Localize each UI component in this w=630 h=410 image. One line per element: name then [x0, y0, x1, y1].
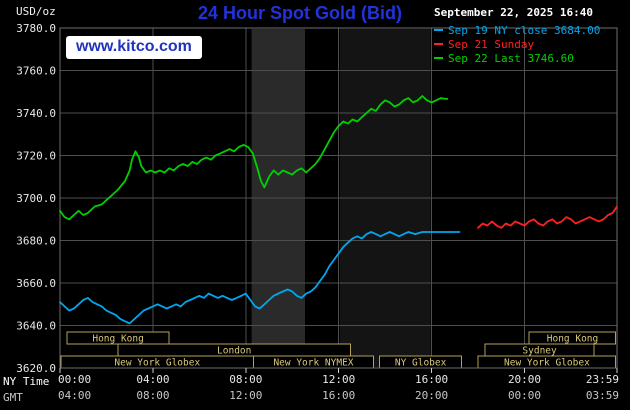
y-tick-label: 3720.0 — [16, 150, 56, 163]
series-line-sep22 — [59, 95, 449, 221]
x-tick-label-ny: 00:00 — [58, 373, 91, 386]
session-label: New York Globex — [504, 358, 590, 369]
y-tick-label: 3760.0 — [16, 65, 56, 78]
chart-title: 24 Hour Spot Gold (Bid) — [198, 3, 402, 23]
x-tick-label-gmt: 12:00 — [229, 389, 262, 402]
x-tick-label-ny: 16:00 — [415, 373, 448, 386]
x-tick-label-gmt: 16:00 — [322, 389, 355, 402]
x-tick-label-gmt: 20:00 — [415, 389, 448, 402]
gmt-axis-label: GMT — [3, 391, 23, 404]
legend-label: Sep 21 Sunday — [448, 37, 535, 51]
x-tick-label-ny: 20:00 — [508, 373, 541, 386]
legend-label: Sep 19 NY close 3684.00 — [448, 23, 601, 37]
session-label: London — [217, 346, 251, 357]
x-tick-label-gmt: 04:00 — [58, 389, 91, 402]
x-tick-label-ny: 04:00 — [136, 373, 169, 386]
session-label: Hong Kong — [547, 334, 598, 345]
y-tick-label: 3640.0 — [16, 320, 56, 333]
y-tick-label: 3620.0 — [16, 362, 56, 375]
session-label: New York NYMEX — [273, 358, 353, 369]
legend: Sep 19 NY close 3684.00 Sep 21 Sunday Sep … — [434, 23, 600, 65]
y-tick-label: 3740.0 — [16, 107, 56, 120]
legend-dash — [434, 29, 443, 31]
series-line-sep19 — [59, 231, 461, 325]
kitco-watermark-link[interactable]: www.kitco.com — [66, 36, 202, 59]
x-tick-label-gmt: 00:00 — [508, 389, 541, 402]
legend-dash — [434, 43, 443, 45]
x-tick-label-ny: 12:00 — [322, 373, 355, 386]
series-line-sep21 — [477, 205, 618, 229]
session-label: New York Globex — [114, 358, 200, 369]
legend-item: Sep 19 NY close 3684.00 — [434, 23, 600, 37]
session-label: Hong Kong — [92, 334, 143, 345]
session-label: NY Globex — [395, 358, 447, 369]
x-tick-label-gmt: 03:59 — [586, 389, 619, 402]
session-label: Sydney — [522, 346, 557, 357]
y-tick-label: 3680.0 — [16, 235, 56, 248]
datetime-label: September 22, 2025 16:40 — [434, 6, 593, 19]
session-box — [528, 331, 617, 345]
x-tick-label-gmt: 08:00 — [136, 389, 169, 402]
x-tick-label-ny: 08:00 — [229, 373, 262, 386]
x-tick-label-ny: 23:59 — [586, 373, 619, 386]
legend-label: Sep 22 Last 3746.60 — [448, 51, 574, 65]
legend-item: Sep 22 Last 3746.60 — [434, 51, 600, 65]
y-axis-units-label: USD/oz — [16, 5, 56, 18]
y-tick-label: 3780.0 — [16, 22, 56, 35]
ny-time-axis-label: NY Time — [3, 375, 50, 388]
y-tick-label: 3700.0 — [16, 192, 56, 205]
y-tick-label: 3660.0 — [16, 277, 56, 290]
legend-item: Sep 21 Sunday — [434, 37, 600, 51]
legend-dash — [434, 57, 443, 59]
